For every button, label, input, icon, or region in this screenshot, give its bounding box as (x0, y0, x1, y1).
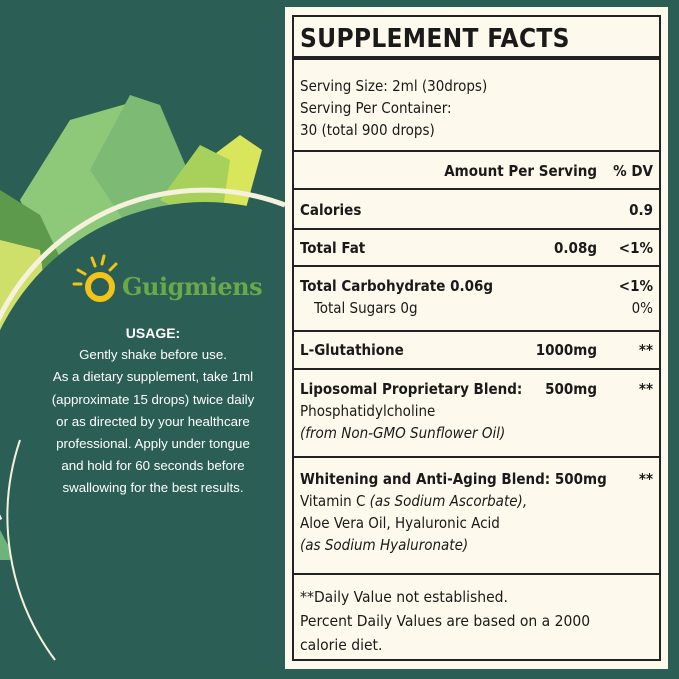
usage-line: As a dietary supplement, take 1ml (52, 369, 254, 385)
dv: ** (638, 380, 653, 398)
row-calories: Calories 0.9 (294, 190, 659, 230)
dv: 0.9 (629, 201, 653, 219)
label: Total Fat (300, 239, 366, 257)
serving-size: Serving Size: 2ml (30drops) (300, 77, 488, 95)
row-glutathione: L-Glutathione 1000mg ** (294, 332, 659, 370)
label: Calories (300, 201, 362, 219)
ingredient-source: (from Non-GMO Sunflower Oil) (300, 424, 506, 442)
usage-line: professional. Apply under tongue (56, 436, 250, 452)
circle-border (0, 187, 286, 520)
dv: ** (638, 470, 653, 488)
dv: <1% (618, 277, 653, 295)
label: Total Carbohydrate 0.06g (300, 277, 494, 295)
label: Liposomal Proprietary Blend: (300, 380, 523, 398)
amount: 1000mg (535, 341, 597, 359)
usage-heading: USAGE: (125, 325, 181, 341)
label: L-Glutathione (300, 341, 404, 359)
footnote: **Daily Value not established. Percent D… (294, 575, 659, 661)
header-dv: % DV (613, 162, 653, 180)
leaf-decoration (0, 95, 290, 661)
serving-per-container: Serving Per Container: (300, 99, 452, 117)
label: Whitening and Anti-Aging Blend: 500mg (300, 470, 607, 488)
circle-badge (0, 202, 290, 658)
usage-line: swallowing for the best results. (62, 480, 244, 496)
dv: <1% (618, 239, 653, 257)
amount: 500mg (545, 380, 597, 398)
brand-name: Guigmiens (122, 272, 263, 301)
supplement-facts-table: SUPPLEMENT FACTS Serving Size: 2ml (30dr… (292, 15, 661, 661)
usage-line: and hold for 60 seconds before (61, 458, 245, 474)
row-whitening-blend: Whitening and Anti-Aging Blend: 500mg ** … (294, 458, 659, 575)
sugars-dv: 0% (631, 299, 653, 317)
column-header: Amount Per Serving % DV (294, 152, 659, 190)
circle-inner-arc (6, 439, 56, 661)
ingredient: Phosphatidylcholine (300, 402, 436, 420)
amount: 0.08g (554, 239, 597, 257)
facts-title: SUPPLEMENT FACTS (294, 17, 659, 60)
usage-line: (approximate 15 drops) twice daily (51, 391, 255, 407)
row-total-fat: Total Fat 0.08g <1% (294, 230, 659, 267)
ingredient-source: (as Sodium Ascorbate), (369, 492, 528, 510)
usage-line: or as directed by your healthcare (56, 413, 250, 429)
brand-logo: Guigmiens (72, 250, 272, 310)
usage-line: Gently shake before use. (79, 347, 227, 363)
serving-info: Serving Size: 2ml (30drops) Serving Per … (294, 62, 659, 152)
ingredient-source: (as Sodium Hyaluronate) (300, 536, 469, 554)
facts-panel (285, 7, 668, 669)
ingredient: Aloe Vera Oil, Hyaluronic Acid (300, 514, 500, 532)
sun-g-icon (72, 254, 118, 302)
servings: 30 (total 900 drops) (300, 121, 435, 139)
row-liposomal: Liposomal Proprietary Blend: 500mg ** Phos… (294, 370, 659, 458)
sugars-label: Total Sugars 0g (314, 299, 418, 317)
footnote-line: Percent Daily Values are based on a 2000 (300, 612, 591, 630)
usage-section: USAGE: Gently shake before use. As a die… (40, 322, 266, 500)
ingredient: Vitamin C (300, 492, 370, 510)
dv: ** (638, 341, 653, 359)
footnote-line: **Daily Value not established. (300, 588, 508, 606)
row-carbohydrate: Total Carbohydrate 0.06g <1% Total Sugars… (294, 267, 659, 332)
footnote-line: calorie diet. (300, 636, 383, 654)
header-amount: Amount Per Serving (444, 162, 597, 180)
